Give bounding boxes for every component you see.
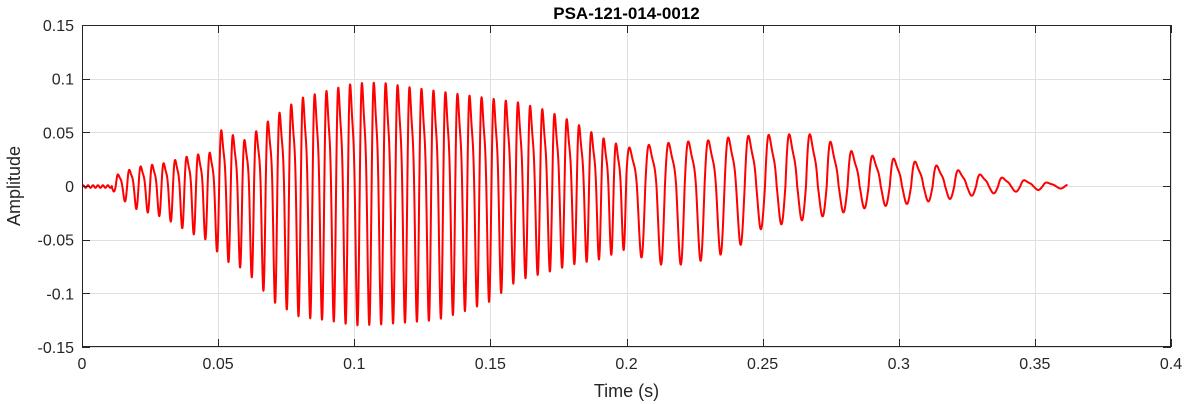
- y-axis: -0.15 -0.1 -0.05 0 0.05 0.1 0.15: [38, 18, 1171, 357]
- y-tick-label: 0.05: [43, 125, 74, 142]
- x-tick-label: 0.15: [475, 356, 506, 373]
- x-tick-label: 0: [78, 356, 87, 373]
- y-tick-label: 0: [65, 179, 74, 196]
- x-axis-label: Time (s): [594, 381, 659, 401]
- x-tick-label: 0.2: [615, 356, 637, 373]
- x-tick-label: 0.35: [1019, 356, 1050, 373]
- chart-title: PSA-121-014-0012: [553, 4, 699, 23]
- y-tick-label: 0.15: [43, 18, 74, 35]
- x-tick-label: 0.4: [1160, 356, 1182, 373]
- x-tick-label: 0.1: [343, 356, 365, 373]
- waveform-line: [82, 81, 1069, 327]
- y-tick-label: -0.1: [46, 286, 74, 303]
- y-axis-label: Amplitude: [4, 146, 24, 226]
- y-tick-label: 0.1: [52, 72, 74, 89]
- x-tick-label: 0.05: [203, 356, 234, 373]
- y-tick-label: -0.15: [38, 340, 75, 357]
- x-tick-label: 0.3: [888, 356, 910, 373]
- y-tick-label: -0.05: [38, 233, 75, 250]
- x-tick-label: 0.25: [747, 356, 778, 373]
- x-axis: 0 0.05 0.1 0.15 0.2 0.25 0.3 0.35 0.4: [78, 25, 1182, 373]
